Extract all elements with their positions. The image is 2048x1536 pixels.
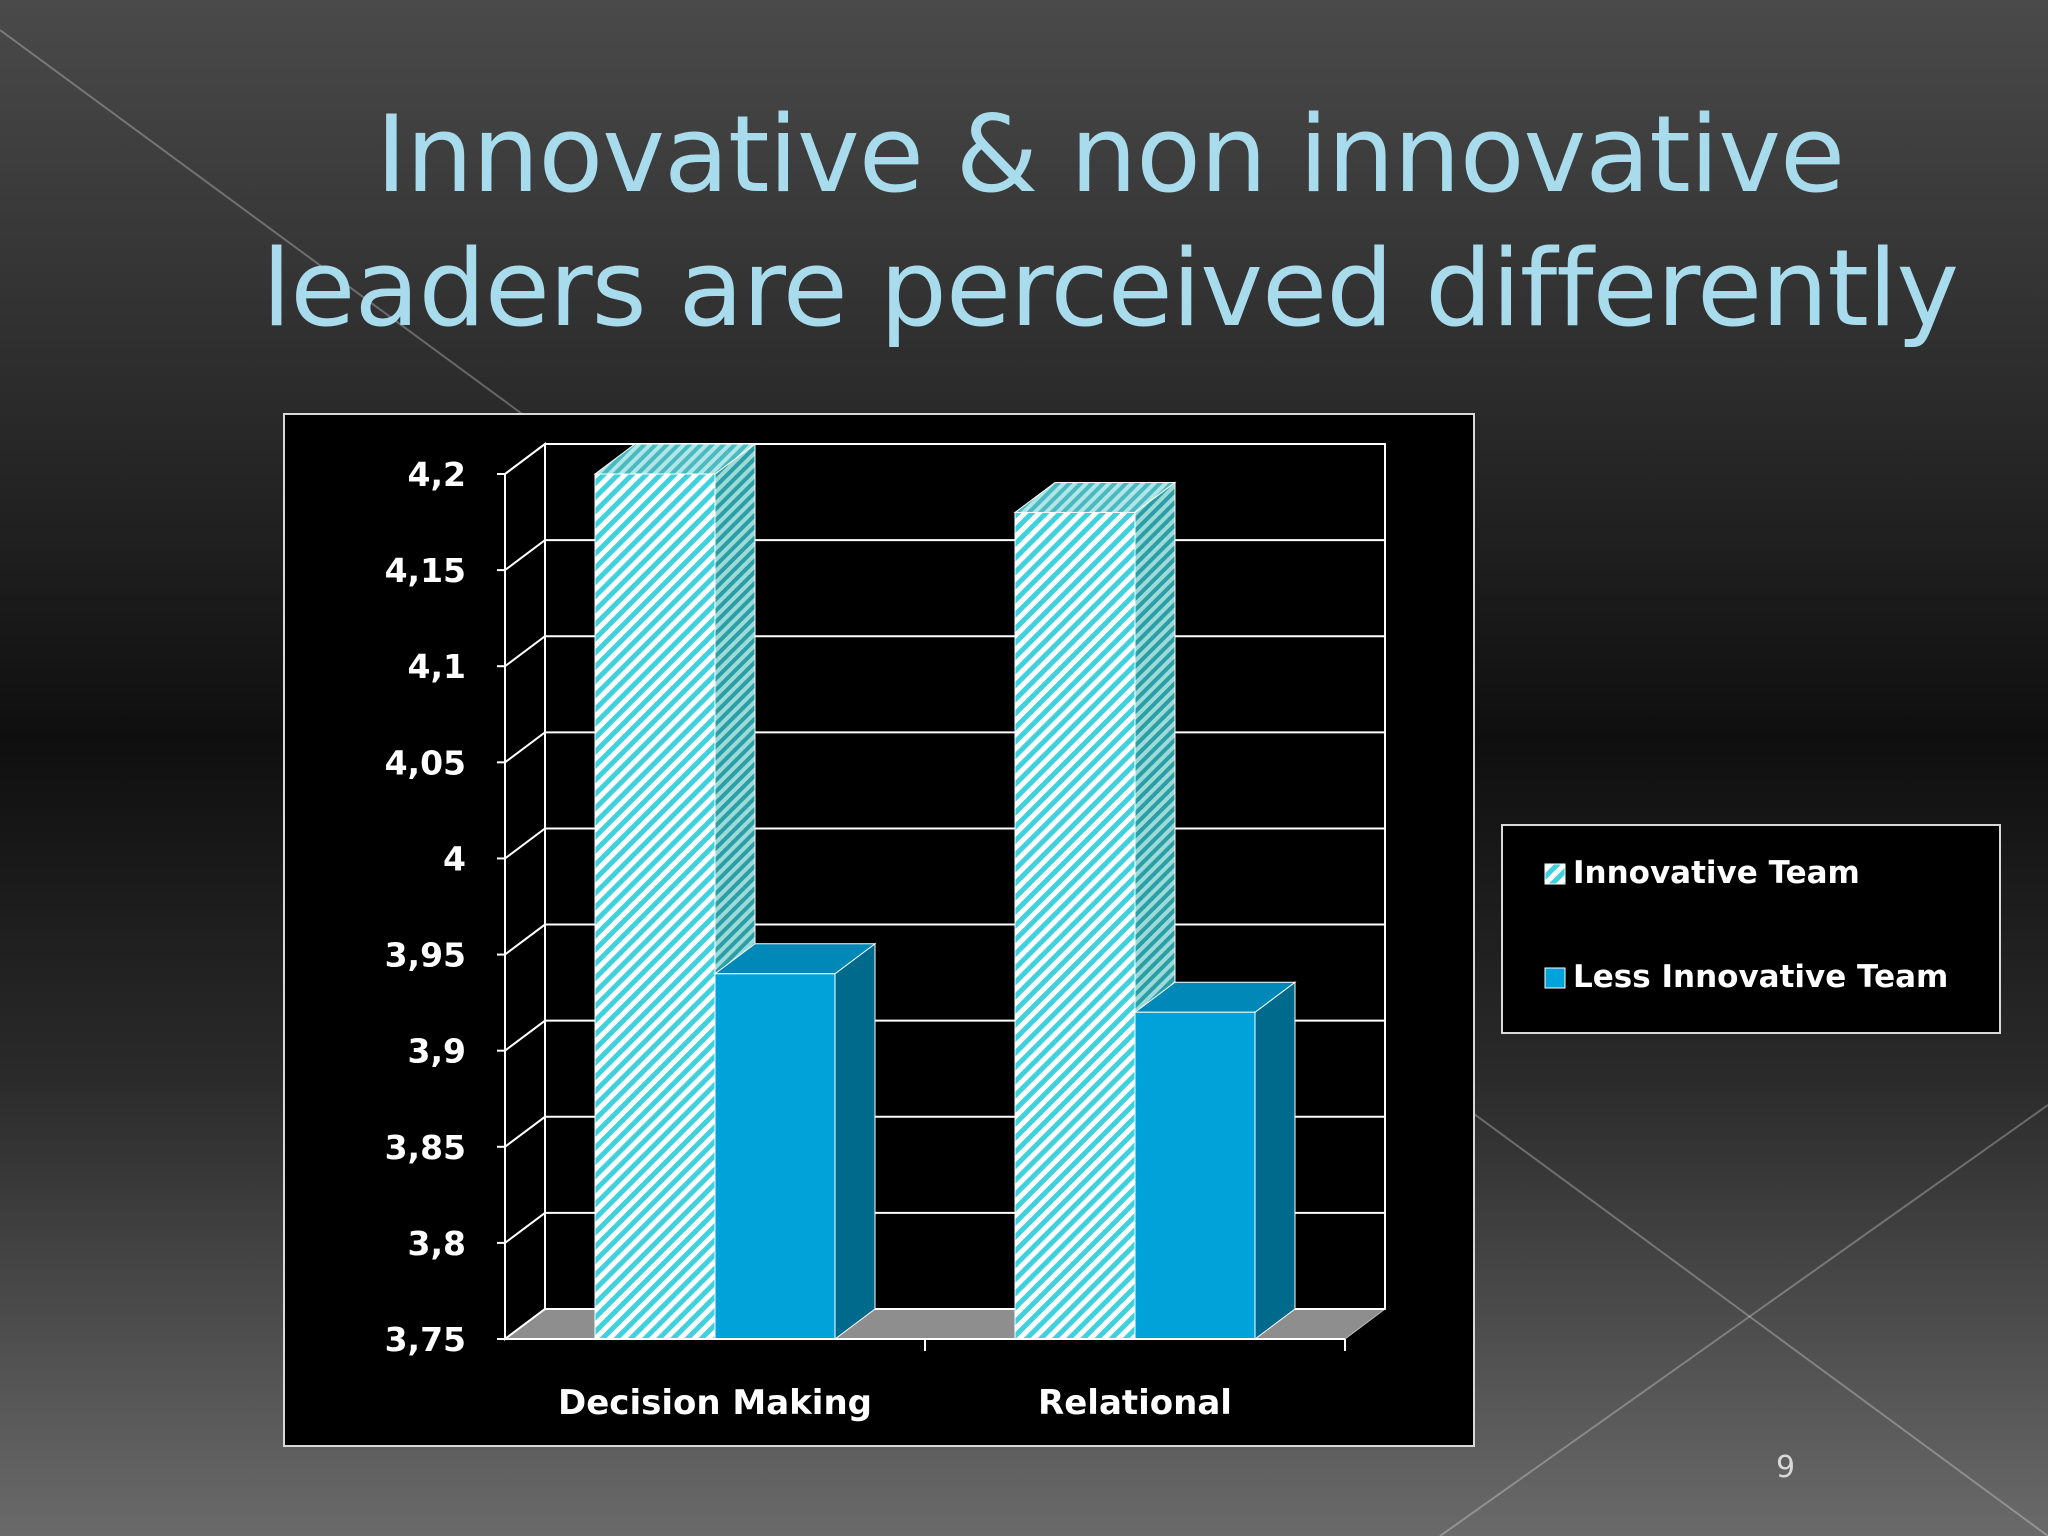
bar-less-innovative-relational bbox=[1134, 1011, 1256, 1340]
slide-title-line-2: leaders are perceived differently bbox=[261, 227, 1959, 350]
legend-label: Less Innovative Team bbox=[1573, 959, 1948, 995]
bar-less-innovative-relational-side bbox=[1254, 981, 1296, 1340]
chart-side-wall bbox=[504, 442, 546, 1341]
legend-swatch bbox=[1544, 967, 1566, 989]
y-tick-label: 3,85 bbox=[385, 1128, 466, 1167]
legend-label: Innovative Team bbox=[1573, 855, 1860, 891]
y-tick-label: 4,15 bbox=[385, 551, 466, 590]
bar-less-innovative-decision-making bbox=[714, 973, 836, 1340]
y-tick-label: 4,05 bbox=[385, 743, 466, 782]
y-tick-label: 3,95 bbox=[385, 936, 466, 975]
bar-less-innovative-decision-making-side bbox=[834, 942, 876, 1340]
y-tick-label: 3,9 bbox=[408, 1032, 466, 1071]
x-category-label: Decision Making bbox=[558, 1383, 872, 1423]
bar-innovative-relational bbox=[1014, 511, 1136, 1340]
y-tick-label: 3,75 bbox=[385, 1320, 466, 1359]
x-category-label: Relational bbox=[1038, 1383, 1232, 1423]
legend-box bbox=[1501, 824, 2001, 1034]
slide-title-line-1: Innovative & non innovative bbox=[375, 93, 1845, 216]
y-tick-label: 3,8 bbox=[408, 1224, 466, 1263]
y-tick-label: 4,2 bbox=[408, 455, 466, 494]
legend-swatch bbox=[1544, 863, 1566, 885]
gridline bbox=[504, 443, 1385, 475]
bar-innovative-decision-making bbox=[594, 473, 716, 1340]
slide-title: Innovative & non innovative leaders are … bbox=[200, 88, 2020, 356]
y-tick-label: 4 bbox=[443, 839, 466, 878]
page-number: 9 bbox=[1776, 1450, 1796, 1485]
y-tick-label: 4,1 bbox=[408, 647, 466, 686]
